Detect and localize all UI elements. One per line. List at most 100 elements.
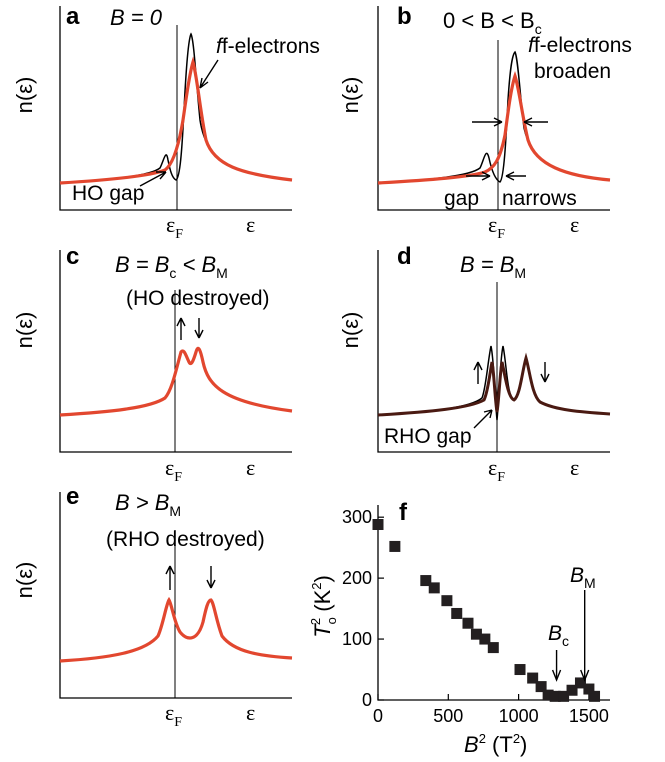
data-point: [487, 642, 499, 654]
panel-a-xlabel: ε: [246, 212, 255, 237]
panel-b-arrow-broaden-left: [472, 117, 503, 127]
data-point: [372, 519, 384, 530]
panel-c-label: c: [66, 243, 79, 270]
panel-a-title: B = 0: [110, 5, 163, 30]
data-point: [479, 633, 491, 645]
panel-c-fermi-label: εF: [165, 455, 182, 485]
panel-a-ylabel-wrap: n(ε): [12, 77, 37, 114]
panel-a-curve-black: [59, 32, 293, 184]
panel-e: e B > BM (RHO destroyed) n(ε) εF ε: [12, 483, 293, 730]
panel-a-curve-red: [59, 56, 293, 185]
panel-c-title: B = Bc < BM: [115, 252, 228, 281]
panel-b-fermi-label: εF: [488, 212, 505, 242]
panel-d-annotation-rho-gap: RHO gap: [384, 425, 472, 448]
panel-e-ylabel: n(ε): [12, 562, 37, 599]
y-axis-label: To2 (K2): [308, 575, 339, 638]
panel-a-ylabel: n(ε): [12, 77, 37, 114]
panel-a-axes: [59, 6, 292, 211]
panel-c-ylabel: n(ε): [12, 312, 37, 349]
panel-b-arrow-gap-right: [505, 171, 526, 181]
panel-d-ylabel: n(ε): [338, 312, 363, 349]
panel-f-plot: 0 500 1000 1500 0 100 200 300 B2 (T2) To2 (K2): [308, 505, 610, 757]
panel-b-axes: [377, 6, 610, 211]
panel-c: c B = Bc < BM (HO destroyed) n(ε) εF ε: [12, 243, 293, 485]
data-point: [583, 683, 595, 695]
panel-d-arrow-up: [473, 361, 483, 384]
panel-d-arrow-rho-gap: [473, 409, 493, 429]
panel-a-arrow-f: [199, 59, 219, 89]
panel-c-curve-red: [59, 346, 293, 417]
data-point: [470, 628, 482, 640]
panel-d-axes: [377, 250, 610, 453]
panel-d-fermi-label: εF: [488, 455, 505, 485]
panel-c-arrow-down: [194, 318, 204, 339]
panel-e-label: e: [66, 483, 79, 510]
data-point: [574, 677, 586, 689]
data-point: [389, 540, 401, 552]
data-point: [566, 684, 578, 696]
panel-b-arrow-broaden-right: [523, 117, 548, 127]
x-axis-label: B2 (T2): [464, 731, 527, 757]
y-tick-label: 100: [342, 629, 372, 649]
data-point: [514, 664, 526, 676]
panel-f-annotation-bm: BM: [570, 564, 596, 591]
panel-e-subtitle: (RHO destroyed): [106, 528, 265, 551]
panel-d: d B = BM n(ε) RHO gap εF ε: [338, 243, 611, 485]
data-point: [589, 690, 601, 702]
panel-e-title: B > BM: [115, 490, 181, 519]
data-point: [542, 689, 554, 701]
y-tick-label: 0: [362, 690, 372, 710]
panel-d-curve-dark: [377, 352, 611, 417]
panel-e-arrow-up: [165, 565, 175, 590]
panel-e-ylabel-wrap: n(ε): [12, 562, 37, 599]
panel-b-xlabel: ε: [570, 212, 579, 237]
data-point: [527, 672, 539, 684]
marker-arrow-head: [551, 669, 562, 682]
y-tick-label: 300: [342, 507, 372, 527]
panel-d-xlabel: ε: [570, 455, 579, 480]
panel-e-fermi-label: εF: [165, 700, 182, 730]
panel-c-subtitle: (HO destroyed): [126, 287, 270, 310]
panel-b-ylabel-wrap: n(ε): [338, 77, 363, 114]
marker-arrow-head: [580, 669, 590, 682]
panel-a-arrow-ho-gap: [139, 171, 167, 187]
panel-d-label: d: [397, 243, 412, 270]
panel-d-title: B = BM: [460, 252, 526, 281]
x-tick-label: 500: [433, 706, 463, 726]
panel-f-label: f: [399, 499, 408, 526]
panel-b-annotation-broaden: broaden: [534, 60, 611, 83]
panel-a-annotation-f-text: f-electrons: [222, 35, 320, 58]
panel-a-label: a: [66, 3, 80, 30]
data-point: [428, 582, 440, 594]
panel-b-annotation-f: ff-electrons: [528, 34, 632, 57]
panel-d-ylabel-wrap: n(ε): [338, 312, 363, 349]
panel-b-annotation-narrows: narrows: [502, 187, 577, 210]
x-tick-label: 0: [373, 706, 383, 726]
panel-b-annotation-gap: gap: [444, 187, 479, 210]
data-point: [462, 617, 474, 629]
panel-e-axes: [59, 492, 292, 699]
y-tick-label: 200: [342, 568, 372, 588]
data-point: [441, 595, 453, 607]
x-tick-label: 1500: [569, 706, 609, 726]
data-point: [420, 575, 432, 587]
data-point: [558, 690, 570, 702]
panel-d-arrow-down: [540, 362, 550, 383]
panel-e-xlabel: ε: [246, 700, 255, 725]
panel-c-ylabel-wrap: n(ε): [12, 312, 37, 349]
panel-a-annotation-f: ff-electrons: [216, 35, 320, 58]
panel-f-annotation-bc: Bc: [548, 622, 569, 649]
panel-b-title: 0 < B < Bc: [443, 8, 542, 37]
panel-b-ylabel: n(ε): [338, 77, 363, 114]
panel-b-label: b: [397, 3, 412, 30]
panel-b-curve-red: [377, 70, 611, 185]
panel-a-fermi-label: εF: [166, 212, 183, 242]
data-point: [451, 607, 463, 619]
panel-f-axes: [377, 505, 610, 701]
data-point: [535, 681, 547, 693]
panel-c-axes: [59, 250, 292, 453]
panel-b-arrow-gap-left: [466, 171, 491, 181]
panel-e-curve-red: [59, 596, 293, 663]
